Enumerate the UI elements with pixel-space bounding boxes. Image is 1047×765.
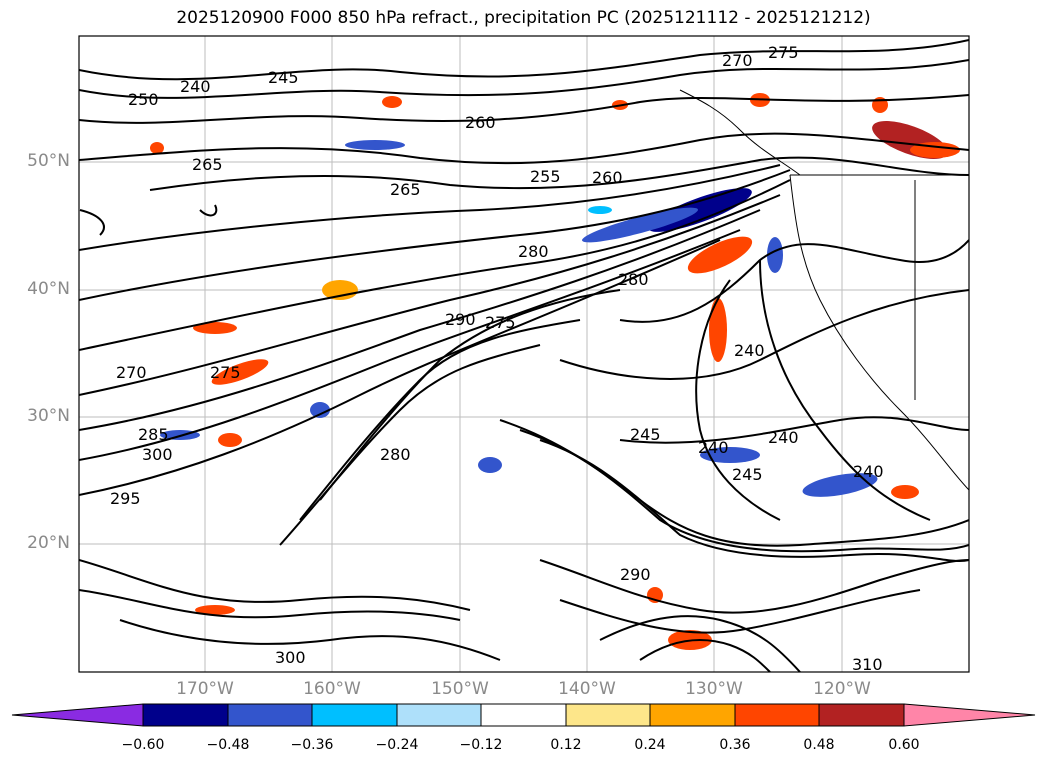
lon-label: 160°W: [303, 679, 361, 699]
colorbar-segment: [142, 703, 229, 727]
contour-label: 270: [722, 51, 753, 70]
coastline: [679, 89, 969, 491]
contour-label: 300: [275, 648, 306, 667]
contour-label: 270: [116, 363, 147, 382]
contour-label: 250: [128, 90, 159, 109]
lon-label: 130°W: [685, 679, 743, 699]
lon-label: 170°W: [176, 679, 234, 699]
colorbar-tick: −0.12: [459, 737, 503, 753]
contour-label: 310: [852, 655, 883, 674]
lon-label: 140°W: [558, 679, 616, 699]
contour-lines: [79, 39, 969, 672]
contour-label: 260: [465, 113, 496, 132]
contour-label: 295: [110, 489, 141, 508]
contour-label: 280: [518, 242, 549, 261]
colorbar-tick: 0.48: [803, 737, 835, 753]
colorbar-tick: 0.12: [550, 737, 582, 753]
contour-label: 290: [620, 565, 651, 584]
colorbar-segment: [565, 703, 651, 727]
contour-label: 245: [630, 425, 661, 444]
colorbar-tick: −0.36: [290, 737, 334, 753]
colorbar-extend-right: [903, 703, 1036, 727]
lat-label: 50°N: [27, 151, 70, 171]
colorbar: [11, 703, 1036, 727]
contour-label: 255: [530, 167, 561, 186]
plot-background: [79, 36, 969, 672]
colorbar-tick: 0.60: [888, 737, 920, 753]
colorbar-tick: −0.24: [375, 737, 419, 753]
plot-content: 240 245 250 255 260 265 270 275 280 285 …: [79, 36, 969, 674]
contour-label: 300: [142, 445, 173, 464]
colorbar-tick: −0.48: [206, 737, 250, 753]
colorbar-tick: 0.24: [634, 737, 666, 753]
contour-label: 280: [618, 270, 649, 289]
contour-label: 265: [192, 155, 223, 174]
colorbar-segment: [227, 703, 313, 727]
colorbar-tick: −0.60: [121, 737, 165, 753]
colorbar-extend-left: [11, 703, 144, 727]
contour-label: 240: [734, 341, 765, 360]
plot-frame: [78, 35, 970, 673]
colorbar-segment: [649, 703, 736, 727]
colorbar-segment: [818, 703, 905, 727]
contour-label: 265: [390, 180, 421, 199]
contour-label: 280: [380, 445, 411, 464]
lon-label: 150°W: [431, 679, 489, 699]
precip-blobs: [150, 93, 960, 650]
contour-label: 275: [768, 43, 799, 62]
contour-labels: 240 245 250 255 260 265 270 275 280 285 …: [110, 43, 884, 674]
lat-label: 40°N: [27, 279, 70, 299]
contour-label: 290: [445, 310, 476, 329]
lat-label: 20°N: [27, 533, 70, 553]
contour-label: 245: [732, 465, 763, 484]
lat-label: 30°N: [27, 406, 70, 426]
contour-label: 240: [768, 428, 799, 447]
contour-label: 285: [138, 425, 169, 444]
contour-label: 275: [485, 313, 516, 332]
lon-label: 120°W: [813, 679, 871, 699]
contour-label: 240: [853, 462, 884, 481]
contour-label: 240: [180, 77, 211, 96]
colorbar-tick: 0.36: [719, 737, 751, 753]
contour-label: 260: [592, 168, 623, 187]
colorbar-segment: [311, 703, 398, 727]
colorbar-segment: [480, 703, 567, 727]
colorbar-segment: [396, 703, 482, 727]
contour-label: 275: [210, 363, 241, 382]
contour-label: 240: [698, 438, 729, 457]
contour-label: 245: [268, 68, 299, 87]
colorbar-segment: [734, 703, 820, 727]
map-title: 2025120900 F000 850 hPa refract., precip…: [176, 8, 871, 28]
